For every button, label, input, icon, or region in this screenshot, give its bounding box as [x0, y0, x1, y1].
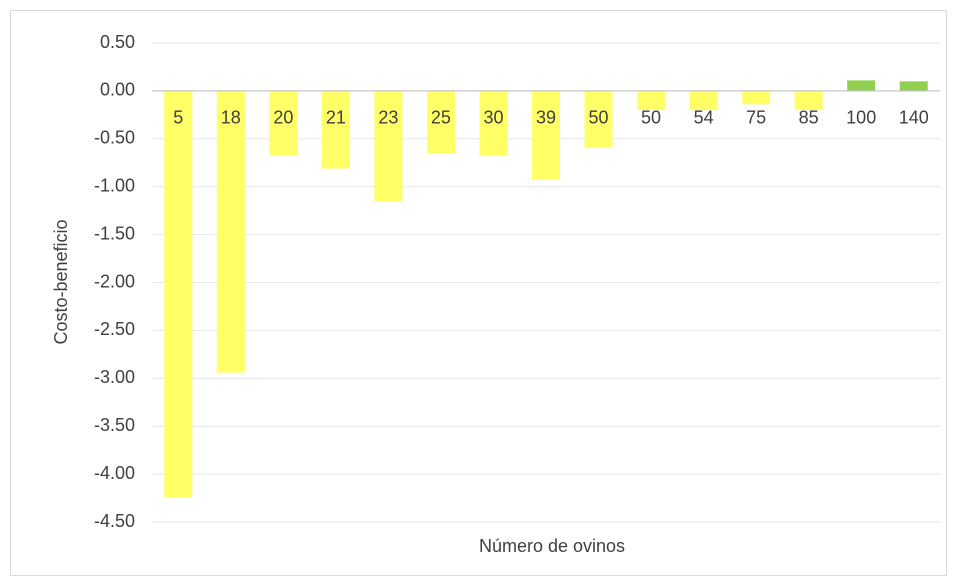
y-tick-label: -3.00 — [94, 367, 135, 387]
bar — [637, 90, 666, 111]
bar — [794, 90, 823, 111]
x-tick-label: 5 — [173, 108, 183, 128]
bar — [532, 90, 560, 180]
bar — [899, 81, 928, 91]
x-tick-label: 50 — [641, 108, 661, 128]
x-tick-label: 20 — [273, 108, 293, 128]
x-tick-label: 75 — [746, 108, 766, 128]
y-tick-label: -4.50 — [94, 511, 135, 531]
x-tick-label: 23 — [378, 108, 398, 128]
x-tick-label: 50 — [589, 108, 609, 128]
x-axis-title: Número de ovinos — [479, 536, 625, 556]
y-tick-label: -2.50 — [94, 319, 135, 339]
x-tick-label: 25 — [431, 108, 451, 128]
bar — [689, 90, 718, 111]
y-tick-label: 0.50 — [100, 32, 135, 52]
y-tick-label: -0.50 — [94, 128, 135, 148]
y-tick-label: -1.50 — [94, 223, 135, 243]
x-tick-label: 30 — [483, 108, 503, 128]
bar — [374, 90, 403, 202]
y-axis-title: Costo-beneficio — [51, 219, 71, 344]
x-tick-label: 21 — [326, 108, 346, 128]
y-tick-label: -2.00 — [94, 271, 135, 291]
bar — [479, 90, 508, 157]
bar — [426, 90, 455, 154]
y-tick-label: -1.00 — [94, 175, 135, 195]
bar — [216, 90, 245, 373]
x-tick-label: 100 — [846, 108, 876, 128]
y-tick-label: -3.50 — [94, 415, 135, 435]
bar — [847, 80, 876, 91]
bar — [164, 90, 193, 498]
x-tick-label: 140 — [899, 108, 929, 128]
bar — [584, 90, 613, 148]
bar — [742, 90, 771, 105]
x-tick-label: 54 — [694, 108, 714, 128]
bar — [321, 90, 350, 169]
y-tick-label: 0.00 — [100, 80, 135, 100]
y-tick-label: -4.00 — [94, 463, 135, 483]
x-tick-label: 18 — [221, 108, 241, 128]
x-tick-label: 85 — [799, 108, 819, 128]
x-tick-label: 39 — [536, 108, 556, 128]
bar — [269, 90, 298, 157]
